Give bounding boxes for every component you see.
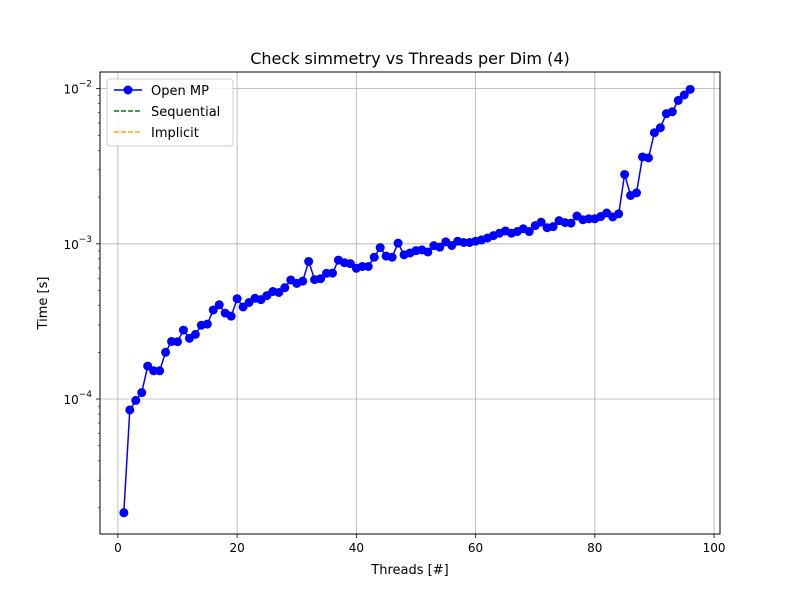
- data-point: [393, 238, 403, 248]
- data-point: [190, 329, 200, 339]
- y-axis-label: Time [s]: [36, 277, 51, 331]
- x-axis-label: Threads [#]: [370, 563, 448, 578]
- x-tick-label: 40: [349, 541, 364, 555]
- data-point: [375, 243, 385, 253]
- data-point: [178, 325, 188, 335]
- x-tick-label: 80: [587, 541, 602, 555]
- data-point: [643, 153, 653, 163]
- y-tick-label: 10−3: [63, 235, 92, 252]
- data-point: [667, 107, 677, 117]
- data-point: [679, 90, 689, 100]
- data-point: [280, 283, 290, 293]
- data-point: [202, 319, 212, 329]
- data-point: [363, 261, 373, 271]
- data-point: [137, 388, 147, 398]
- data-point: [208, 305, 218, 315]
- data-point: [173, 337, 182, 347]
- data-point: [524, 227, 534, 237]
- data-point: [673, 95, 683, 105]
- data-point: [155, 366, 165, 376]
- data-point: [614, 209, 624, 219]
- legend-marker: [123, 85, 133, 95]
- data-point: [536, 217, 546, 227]
- data-point: [423, 247, 433, 257]
- data-point: [226, 311, 236, 321]
- data-point: [548, 222, 558, 232]
- legend-label: Implicit: [151, 126, 199, 141]
- data-point: [632, 188, 642, 198]
- data-point: [387, 252, 397, 262]
- x-tick-label: 100: [703, 541, 726, 555]
- data-point: [232, 294, 242, 304]
- data-point: [685, 84, 695, 94]
- data-point: [649, 128, 659, 138]
- data-point: [119, 508, 129, 518]
- data-point: [655, 123, 665, 133]
- data-point: [131, 395, 141, 405]
- x-tick-label: 60: [468, 541, 483, 555]
- data-point: [566, 218, 576, 228]
- x-tick-label: 20: [229, 541, 244, 555]
- data-point: [161, 347, 171, 357]
- legend-box: [106, 78, 234, 147]
- data-point: [435, 242, 445, 252]
- plot-area: [119, 84, 695, 518]
- data-point: [298, 276, 308, 286]
- x-tick-label: 0: [114, 541, 122, 555]
- data-point: [369, 252, 379, 262]
- legend-label: Open MP: [151, 84, 209, 99]
- y-tick-label: 10−2: [63, 80, 92, 97]
- data-point: [328, 268, 337, 278]
- data-point: [125, 405, 135, 415]
- y-axis: 10−4 10−3 10−2: [63, 80, 100, 508]
- data-point: [316, 274, 326, 284]
- legend-label: Sequential: [151, 105, 220, 120]
- data-point: [214, 300, 224, 310]
- y-tick-label: 10−4: [63, 390, 92, 407]
- x-axis: 0 20 40 60 80 100: [114, 534, 725, 555]
- data-point: [304, 256, 314, 266]
- plot-frame: [99, 71, 721, 535]
- data-point: [274, 287, 284, 297]
- data-point: [620, 169, 630, 179]
- chart-title: Check simmetry vs Threads per Dim (4): [250, 49, 570, 68]
- legend: Open MP Sequential Implicit: [106, 78, 234, 147]
